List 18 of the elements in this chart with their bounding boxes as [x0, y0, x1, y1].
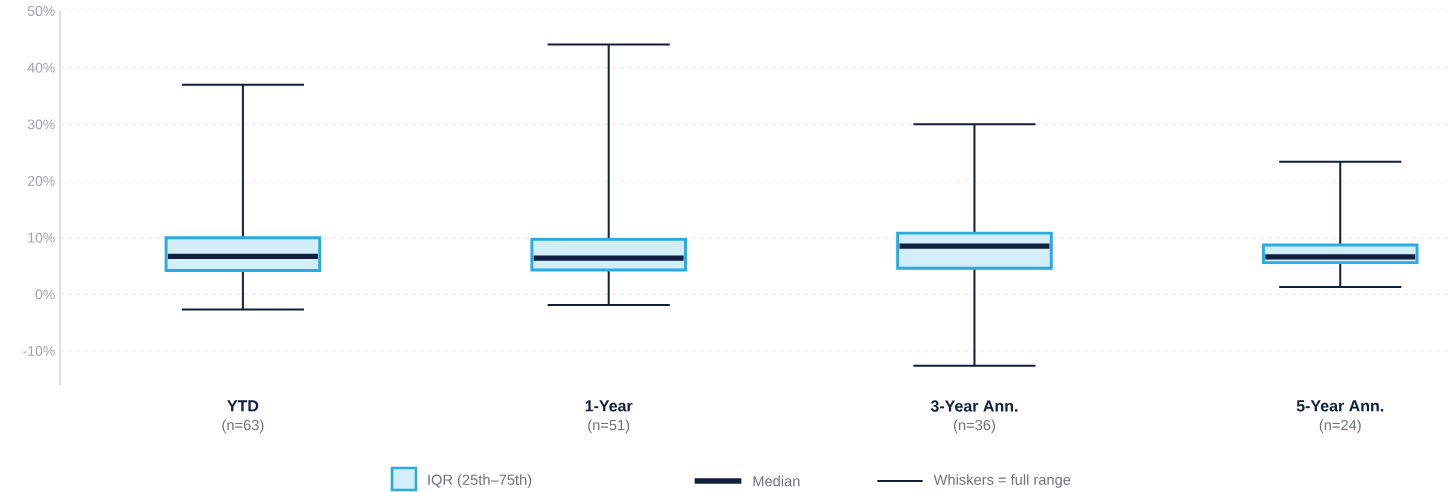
y-tick-label: 40% — [27, 62, 55, 73]
y-tick-label: 20% — [28, 176, 55, 186]
y-tick-label: -10% — [23, 346, 55, 356]
text: Median — [753, 475, 800, 487]
text: (n=51) — [588, 419, 630, 434]
text: Whiskers = full range — [933, 474, 1071, 488]
y-tick-label: 0% — [35, 289, 55, 300]
text: (n=36) — [953, 419, 995, 434]
y-tick-label: 30% — [27, 119, 55, 130]
text: (n=63) — [222, 419, 264, 434]
x-tick-label: 5-Year Ann. — [1296, 400, 1384, 412]
text: (n=24) — [1319, 419, 1361, 434]
x-tick-label: YTD — [227, 400, 259, 412]
y-tick-label: 10% — [28, 232, 55, 243]
y-tick-label: 50% — [27, 6, 55, 16]
text: IQR (25th–75th) — [428, 474, 532, 488]
x-tick-label: 1-Year — [585, 400, 633, 412]
x-tick-label: 3-Year Ann. — [930, 400, 1018, 412]
